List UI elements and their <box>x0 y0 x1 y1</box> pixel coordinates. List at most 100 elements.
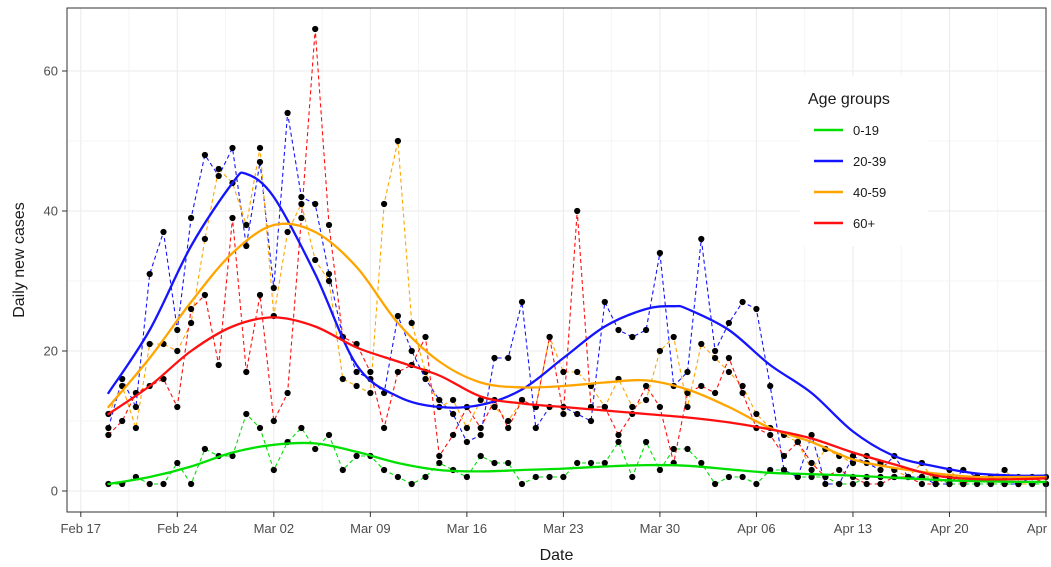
data-point-40-59 <box>450 396 457 404</box>
legend-label-60+: 60+ <box>853 216 875 231</box>
data-point-60+ <box>767 431 774 439</box>
data-point-40-59 <box>477 396 484 404</box>
data-point-20-39 <box>532 424 539 432</box>
x-tick-label: Mar 02 <box>254 521 294 536</box>
data-point-60+ <box>325 221 333 229</box>
legend-title: Age groups <box>808 91 890 108</box>
y-tick-label: 0 <box>51 484 58 499</box>
data-point-40-59 <box>174 347 181 355</box>
data-point-20-39 <box>394 312 401 320</box>
data-point-20-39 <box>408 347 415 355</box>
data-point-0-19 <box>532 473 539 481</box>
data-point-60+ <box>643 382 650 390</box>
data-point-40-59 <box>256 144 264 152</box>
data-point-40-59 <box>574 368 581 376</box>
data-point-60+ <box>780 452 788 460</box>
data-point-60+ <box>298 214 305 222</box>
x-tick-label: Feb 17 <box>61 521 101 536</box>
data-point-60+ <box>698 382 705 390</box>
x-tick-label: Apr 27 <box>1027 521 1051 536</box>
data-point-40-59 <box>808 466 815 474</box>
data-point-20-39 <box>505 354 512 362</box>
data-point-60+ <box>353 340 360 348</box>
data-point-0-19 <box>201 445 208 453</box>
data-point-0-19 <box>160 480 167 488</box>
data-point-40-59 <box>298 200 305 208</box>
data-point-0-19 <box>408 480 415 488</box>
data-point-20-39 <box>325 270 333 278</box>
data-point-60+ <box>381 424 388 432</box>
data-point-20-39 <box>477 431 484 439</box>
data-point-60+ <box>436 452 443 460</box>
data-point-40-59 <box>560 368 567 376</box>
smooth-line-0-19 <box>107 441 1048 486</box>
data-point-0-19 <box>808 473 815 481</box>
data-point-60+ <box>119 417 126 425</box>
data-point-0-19 <box>684 445 691 453</box>
data-point-40-59 <box>132 424 139 432</box>
data-point-60+ <box>656 403 664 411</box>
data-point-20-39 <box>698 235 705 243</box>
data-point-0-19 <box>767 466 774 474</box>
data-point-0-19 <box>643 438 650 446</box>
data-point-60+ <box>560 410 567 418</box>
data-point-60+ <box>105 431 112 439</box>
data-point-0-19 <box>670 445 677 453</box>
data-point-60+ <box>160 375 167 383</box>
data-point-40-59 <box>712 354 719 362</box>
data-point-0-19 <box>298 424 305 432</box>
data-point-0-19 <box>174 459 181 467</box>
data-point-20-39 <box>463 438 470 446</box>
data-point-40-59 <box>381 200 388 208</box>
data-point-0-19 <box>560 473 567 481</box>
data-point-20-39 <box>849 452 857 460</box>
data-point-0-19 <box>422 473 429 481</box>
data-point-60+ <box>256 291 264 299</box>
smooth-line-60+ <box>107 316 1048 481</box>
data-point-60+ <box>684 389 691 397</box>
x-axis-title: Date <box>540 547 574 564</box>
grid <box>67 8 1047 512</box>
data-point-0-19 <box>849 480 857 488</box>
data-point-60+ <box>477 424 484 432</box>
data-point-40-59 <box>146 340 153 348</box>
legend-items: 0-19 20-39 40-59 60+ <box>814 123 886 231</box>
data-point-60+ <box>518 396 526 404</box>
data-point-20-39 <box>491 354 498 362</box>
data-point-0-19 <box>436 459 443 467</box>
data-point-20-39 <box>767 382 774 390</box>
data-point-40-59 <box>491 403 498 411</box>
axis-ticks: Feb 17 Feb 24 Mar 02 Mar 09 Mar 16 Mar 23 Mar … <box>44 64 1051 537</box>
data-point-40-59 <box>753 410 760 418</box>
data-point-60+ <box>918 480 926 488</box>
data-point-0-19 <box>974 480 981 488</box>
x-tick-label: Feb 24 <box>157 521 197 536</box>
data-point-60+ <box>836 466 843 474</box>
data-point-40-59 <box>353 382 360 390</box>
data-point-60+ <box>394 368 401 376</box>
data-point-0-19 <box>629 473 636 481</box>
data-point-40-59 <box>394 137 401 145</box>
data-point-60+ <box>601 403 608 411</box>
data-point-0-19 <box>601 459 608 467</box>
data-point-20-39 <box>450 410 457 418</box>
data-point-40-59 <box>725 368 733 376</box>
data-point-60+ <box>505 424 512 432</box>
x-tick-label: Mar 23 <box>543 521 583 536</box>
data-point-60+ <box>863 480 870 488</box>
data-point-20-39 <box>643 326 650 334</box>
data-point-0-19 <box>463 473 470 481</box>
data-point-20-39 <box>270 284 277 292</box>
data-point-60+ <box>201 291 208 299</box>
data-point-60+ <box>712 389 719 397</box>
data-point-60+ <box>546 333 553 341</box>
data-point-0-19 <box>270 466 277 474</box>
data-point-60+ <box>877 480 884 488</box>
data-point-20-39 <box>298 193 305 201</box>
data-point-0-19 <box>477 452 484 460</box>
data-point-20-39 <box>188 214 195 222</box>
data-point-0-19 <box>587 459 595 467</box>
x-tick-label: Mar 09 <box>350 521 390 536</box>
data-point-60+ <box>215 361 222 369</box>
data-point-20-39 <box>780 466 788 474</box>
